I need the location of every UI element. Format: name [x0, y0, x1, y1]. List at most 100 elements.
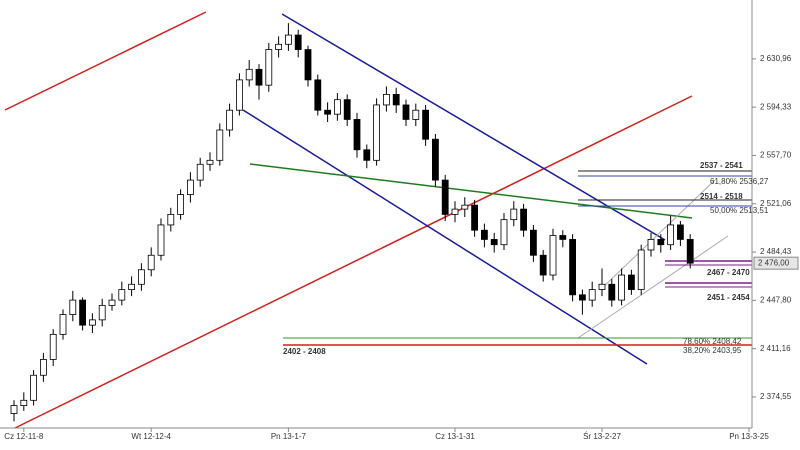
candle-body — [137, 269, 145, 285]
candle-body — [49, 333, 57, 360]
candle-body — [657, 239, 665, 246]
drawing-tools — [4, 11, 752, 429]
candle-body — [79, 299, 86, 326]
y-tick-label: 2 374,55 — [760, 392, 792, 401]
annotation: 61,80% 2536,27 — [710, 177, 769, 186]
annotation: 2514 - 2518 — [700, 192, 743, 201]
annotation: 50,00% 2513,51 — [710, 206, 769, 215]
candle-body — [343, 99, 351, 120]
candle-body — [314, 79, 322, 111]
candle-body — [40, 359, 47, 376]
candle-body — [363, 149, 371, 161]
candle-body — [539, 254, 547, 276]
x-tick-label: Cz 13-1-31 — [435, 432, 475, 441]
y-tick-label: 2 484,43 — [760, 247, 792, 256]
candle-body — [569, 239, 576, 296]
channel-line — [599, 179, 716, 291]
candle-body — [157, 224, 165, 256]
y-tick-label: 2 557,70 — [760, 151, 792, 160]
candle-body — [480, 229, 488, 240]
candle-body — [304, 49, 312, 81]
channel-line — [242, 109, 648, 365]
last-price-box — [753, 256, 799, 270]
candle-body — [20, 399, 28, 406]
candle-body — [530, 229, 537, 256]
candle-body — [255, 68, 263, 86]
candle-body — [520, 208, 527, 231]
x-tick-label: Pn 13-3-25 — [729, 432, 769, 441]
candle-body — [265, 49, 273, 86]
candle-body — [402, 104, 410, 120]
trend-line — [4, 11, 207, 111]
candle-body — [128, 283, 136, 290]
candle-body — [686, 239, 694, 264]
candle-body — [59, 314, 67, 335]
candle-body — [167, 213, 175, 226]
candle-body — [608, 283, 616, 301]
annotation: 2402 - 2408 — [283, 347, 326, 356]
x-tick-label: Pn 13-1-7 — [271, 432, 307, 441]
candle-body — [324, 109, 332, 115]
y-tick-label: 2 521,06 — [760, 199, 792, 208]
candle-body — [667, 224, 674, 246]
candle-body — [275, 43, 283, 50]
candle-body — [549, 235, 557, 276]
annotation: 78,60% 2408,42 — [683, 337, 742, 346]
candle-body — [206, 159, 214, 165]
channel-line — [577, 235, 729, 339]
annotation: 2467 - 2470 — [707, 268, 750, 277]
candle-body — [471, 204, 479, 231]
trend-line — [249, 163, 693, 219]
candle-body — [461, 204, 469, 210]
candle-body — [500, 219, 508, 246]
candle-body — [382, 93, 390, 106]
candle-body — [89, 319, 96, 326]
annotation: 2537 - 2541 — [700, 161, 743, 170]
y-tick-label: 2 447,80 — [760, 295, 792, 304]
candle-body — [196, 163, 204, 181]
candle-body — [598, 283, 606, 290]
candle-body — [118, 289, 126, 301]
candle-body — [431, 138, 439, 181]
x-tick-label: Wt 12-12-4 — [131, 432, 171, 441]
annotation: 38,20% 2403,95 — [683, 346, 742, 355]
candle-body — [226, 109, 234, 131]
candle-body — [441, 179, 449, 215]
candle-body — [628, 274, 635, 290]
candle-body — [490, 239, 498, 246]
candle-body — [69, 299, 77, 315]
candle-body — [422, 109, 430, 140]
candle-body — [559, 235, 567, 240]
candle-body — [392, 93, 400, 106]
candle-body — [245, 68, 253, 81]
x-tick-label: Cz 12-11-8 — [4, 432, 44, 441]
annotation: 2451 - 2454 — [707, 293, 750, 302]
candle-body — [108, 299, 116, 306]
candle-body — [637, 249, 645, 290]
candle-body — [333, 99, 341, 115]
x-tick-label: Śr 13-2-27 — [583, 432, 621, 441]
y-tick-label: 2 411,16 — [760, 344, 791, 353]
candle-body — [618, 274, 625, 301]
candle-body — [451, 208, 459, 215]
last-price-label: 2 476,00 — [758, 258, 790, 267]
candle-body — [30, 374, 38, 401]
candle-body — [10, 405, 18, 414]
candle-body — [579, 294, 586, 301]
candle-body — [294, 34, 302, 50]
candle-body — [647, 239, 655, 251]
candle-body — [588, 289, 596, 301]
candle-body — [373, 104, 381, 161]
candle-body — [216, 129, 224, 161]
y-tick-label: 2 630,96 — [760, 54, 792, 63]
y-tick-label: 2 594,33 — [760, 102, 792, 111]
candle-body — [677, 224, 684, 240]
candle-body — [353, 119, 361, 151]
candle-body — [98, 304, 106, 321]
candle-body — [412, 109, 420, 120]
candle-body — [510, 208, 518, 221]
candle-body — [147, 254, 155, 271]
candle-body — [284, 34, 292, 45]
